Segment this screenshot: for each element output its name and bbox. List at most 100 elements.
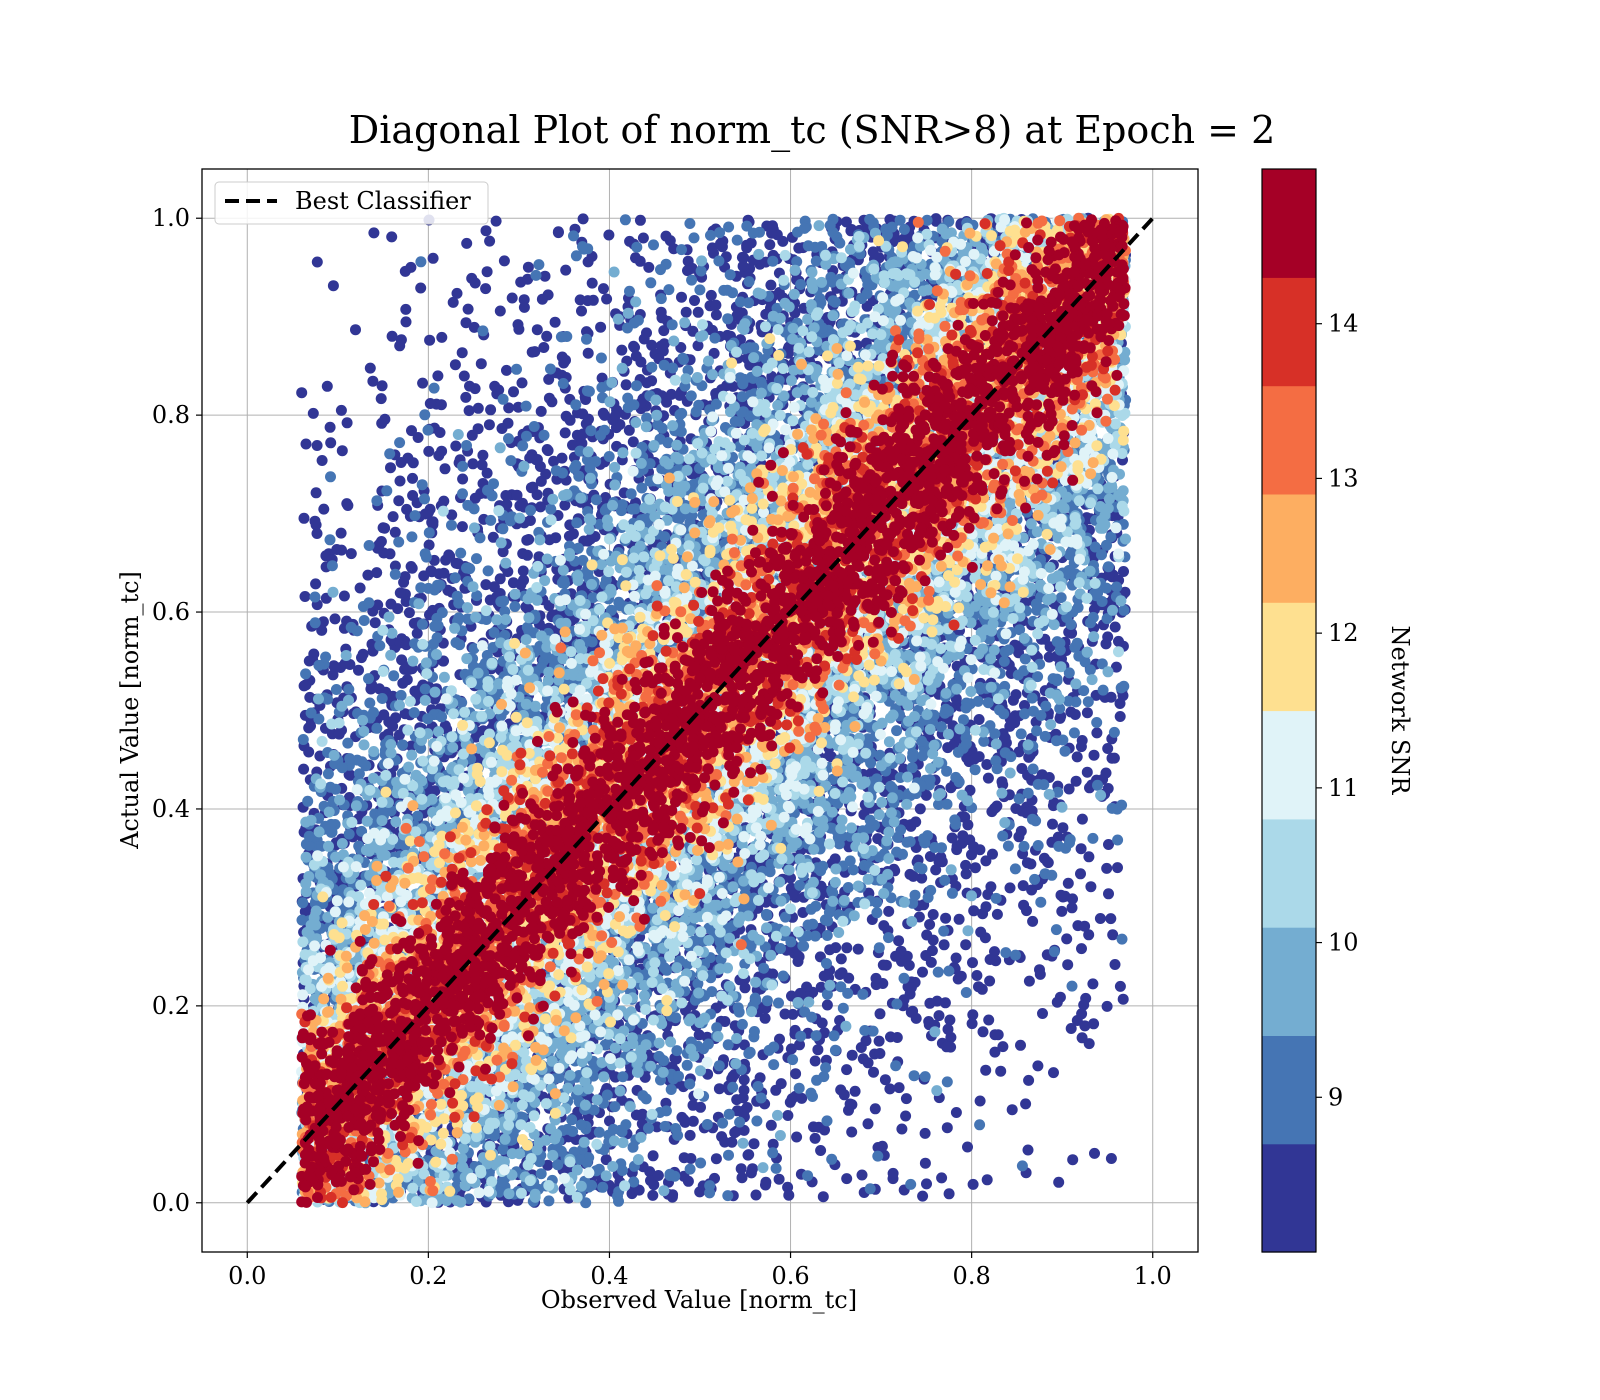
scatter-point [401,316,412,327]
scatter-point [371,567,382,578]
scatter-point [810,1133,821,1144]
scatter-point [301,439,312,450]
scatter-point [920,1128,931,1139]
scatter-point [538,342,549,353]
scatter-point [337,445,348,456]
scatter-point [508,386,519,397]
scatter-point [541,331,552,342]
scatter-point [917,1191,928,1202]
scatter-point [300,591,311,602]
scatter-point [1088,1018,1099,1029]
scatter-point [1106,1153,1117,1164]
scatter-point [695,1102,706,1113]
scatter-point [1115,698,1126,709]
scatter-point [927,945,938,956]
scatter-point [815,1145,826,1156]
scatter-point [1063,878,1074,889]
scatter-point [424,335,435,346]
scatter-point [1110,622,1121,633]
scatter-point [967,1018,978,1029]
scatter-point [394,340,405,351]
scatter-point [940,913,951,924]
scatter-point [1089,750,1100,761]
scatter-point [312,528,323,539]
scatter-point [334,729,345,740]
scatter-point [710,300,721,311]
scatter-point [1076,943,1087,954]
scatter-point [1067,902,1078,913]
scatter-point [888,1168,899,1179]
scatter-point [893,935,904,946]
scatter-point [711,1153,722,1164]
scatter-point [1042,856,1053,867]
scatter-point [967,957,978,968]
scatter-point [1067,1154,1078,1165]
scatter-point [1024,976,1035,987]
scatter-point [312,440,323,451]
scatter-point [476,358,487,369]
scatter-point [659,338,670,349]
scatter-point [1061,933,1072,944]
scatter-point [944,1015,955,1026]
scatter-point [1091,727,1102,738]
scatter-point [553,226,564,237]
scatter-point [1016,826,1027,837]
scatter-point [568,528,579,539]
scatter-point [900,1111,911,1122]
scatter-point [473,403,484,414]
scatter-point [973,981,984,992]
scatter-point [481,225,492,236]
scatter-point [688,1116,699,1127]
scatter-point [1112,862,1123,873]
scatter-point [941,1041,952,1052]
scatter-point [388,511,399,522]
scatter-point [915,803,926,814]
scatter-point [536,476,547,487]
scatter-point [787,1009,798,1020]
scatter-point [1023,1145,1034,1156]
scatter-point [739,1085,750,1096]
scatter-point [305,721,316,732]
scatter-point [995,1066,1006,1077]
scatter-point [939,939,950,950]
scatter-point [526,482,537,493]
scatter-point [841,1064,852,1075]
scatter-point [930,864,941,875]
scatter-point [350,324,361,335]
scatter-point [379,414,390,425]
scatter-point [482,468,493,479]
scatter-point [461,238,472,249]
scatter-point [1056,906,1067,917]
scatter-point [1087,978,1098,989]
scatter-point [417,378,428,389]
scatter-point [1018,900,1029,911]
scatter-point [951,1107,962,1118]
scatter-point [459,371,470,382]
scatter-point [425,398,436,409]
scatter-point [1095,913,1106,924]
scatter-point [543,445,554,456]
scatter-point [783,1190,794,1201]
scatter-point [436,399,447,410]
scatter-point [1037,1008,1048,1019]
scatter-point [795,988,806,999]
scatter-point [1101,863,1112,874]
scatter-point [325,437,336,448]
scatter-point [522,550,533,561]
scatter-point [1110,959,1121,970]
scatter-point [853,944,864,955]
scatter-point [436,332,447,343]
scatter-point [760,1013,771,1024]
scatter-point [376,393,387,404]
scatter-point [296,387,307,398]
scatter-point [460,392,471,403]
scatter-point [450,359,461,370]
scatter-point [298,764,309,775]
scatter-point [924,998,935,1009]
scatter-point [376,536,387,547]
scatter-point [883,906,894,917]
scatter-point [648,1150,659,1161]
scatter-point [587,278,598,289]
scatter-point [824,944,835,955]
scatter-point [544,534,555,545]
